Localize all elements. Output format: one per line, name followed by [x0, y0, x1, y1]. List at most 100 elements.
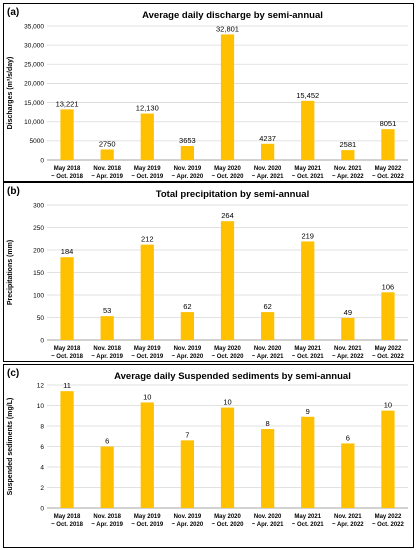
y-tick-label: 12	[37, 382, 45, 389]
y-tick-label: 200	[33, 247, 44, 254]
x-tick-label: May 2022	[375, 166, 402, 172]
y-tick-label: 150	[33, 270, 44, 277]
x-tick-label: Nov. 2021	[334, 346, 362, 352]
x-tick-label: Nov. 2018	[93, 346, 121, 352]
data-label: 32,801	[216, 24, 239, 33]
bar	[100, 446, 114, 508]
x-tick-label: ~ Oct. 2019	[131, 354, 164, 360]
panel-b-precipitation: (b) Total precipitation by semi-annual 0 50…	[3, 182, 414, 362]
x-tick-label: Nov. 2021	[334, 166, 362, 172]
y-tick-label: 100	[33, 292, 44, 299]
y-tick-label: 5000	[30, 138, 45, 145]
data-label: 2581	[339, 140, 356, 149]
y-tick-label: 0	[40, 157, 44, 164]
x-tick-label: ~ Apr. 2020	[172, 522, 204, 528]
y-axis-label: Suspended sediments (mg/L)	[7, 398, 14, 496]
y-tick-label: 25,000	[24, 62, 44, 69]
x-tick-label: ~ Apr. 2021	[252, 354, 284, 360]
x-tick-label: Nov. 2018	[93, 166, 121, 172]
y-axis-label: Precipitations (mm)	[7, 240, 14, 305]
data-label: 8051	[380, 119, 397, 128]
data-label: 9	[306, 407, 310, 416]
x-tick-label: ~ Oct. 2021	[292, 174, 325, 180]
data-label: 62	[183, 302, 191, 311]
bar	[301, 416, 315, 508]
x-tick-label: ~ Apr. 2020	[172, 174, 204, 180]
bar	[220, 407, 235, 508]
x-tick-label: ~ Oct. 2021	[292, 522, 325, 528]
x-tick-label: ~ Apr. 2022	[332, 522, 364, 528]
data-label: 7	[185, 430, 189, 439]
x-tick-label: Nov. 2019	[174, 166, 202, 172]
data-label: 10	[223, 398, 231, 407]
bar	[260, 429, 275, 508]
x-tick-label: Nov. 2021	[334, 514, 362, 520]
x-tick-label: May 2020	[214, 346, 241, 352]
x-tick-label: Nov. 2019	[174, 346, 202, 352]
y-tick-label: 0	[40, 505, 44, 512]
data-label: 4237	[259, 134, 276, 143]
chart-title: Average daily Suspended sediments by sem…	[114, 371, 351, 382]
bar	[301, 241, 315, 340]
x-tick-label: ~ Oct. 2018	[51, 174, 84, 180]
y-tick-label: 8	[40, 423, 44, 430]
panel-a-discharge: (a) Average daily discharge by semi-annua…	[3, 3, 414, 182]
y-tick-label: 10	[37, 403, 45, 410]
bar	[220, 34, 235, 160]
y-tick-label: 4	[40, 464, 44, 471]
panel-c-suspended-sediments: (c) Average daily Suspended sediments by …	[3, 364, 414, 548]
data-label: 13,221	[56, 99, 79, 108]
x-tick-label: May 2021	[294, 514, 321, 520]
bar	[100, 316, 114, 340]
data-label: 6	[105, 437, 109, 446]
bar	[100, 149, 114, 160]
x-tick-label: ~ Oct. 2022	[372, 174, 405, 180]
x-tick-label: ~ Apr. 2019	[91, 354, 123, 360]
x-tick-label: May 2019	[134, 514, 161, 520]
chart-title: Total precipitation by semi-annual	[156, 189, 309, 200]
x-tick-label: ~ Oct. 2022	[372, 354, 405, 360]
y-tick-label: 300	[33, 202, 44, 209]
bar	[381, 292, 395, 340]
bar	[220, 221, 235, 340]
x-tick-label: ~ Oct. 2019	[131, 174, 164, 180]
x-tick-label: May 2022	[375, 346, 402, 352]
data-label: 53	[103, 306, 111, 315]
x-tick-label: Nov. 2019	[174, 514, 202, 520]
y-tick-label: 35,000	[24, 23, 44, 30]
bar	[341, 150, 355, 160]
x-tick-label: ~ Oct. 2020	[212, 354, 245, 360]
x-tick-label: May 2018	[54, 514, 81, 520]
x-tick-label: May 2018	[54, 346, 81, 352]
x-tick-label: Nov. 2020	[254, 346, 282, 352]
data-label: 6	[346, 433, 350, 442]
x-tick-label: ~ Apr. 2022	[332, 174, 364, 180]
bar	[260, 143, 275, 160]
x-tick-label: Nov. 2020	[254, 166, 282, 172]
bar	[60, 257, 74, 340]
x-tick-label: ~ Oct. 2018	[51, 354, 84, 360]
bar	[301, 100, 315, 160]
bar	[140, 113, 154, 160]
y-tick-label: 2	[40, 485, 44, 492]
y-tick-label: 50	[37, 315, 45, 322]
x-tick-label: ~ Oct. 2018	[51, 522, 84, 528]
y-tick-label: 6	[40, 444, 44, 451]
bar	[140, 244, 154, 340]
data-label: 184	[61, 247, 74, 256]
data-label: 3653	[179, 136, 196, 145]
x-tick-label: ~ Oct. 2020	[212, 522, 245, 528]
data-label: 8	[266, 419, 270, 428]
y-tick-label: 10,000	[24, 119, 44, 126]
x-tick-label: ~ Apr. 2019	[91, 522, 123, 528]
panel-label: (b)	[7, 186, 20, 197]
bar	[180, 146, 195, 160]
data-label: 10	[384, 401, 392, 410]
x-tick-label: ~ Oct. 2021	[292, 354, 325, 360]
y-tick-label: 20,000	[24, 81, 44, 88]
x-tick-label: May 2021	[294, 346, 321, 352]
data-label: 10	[143, 392, 151, 401]
bar	[140, 402, 154, 508]
bar	[60, 109, 74, 160]
